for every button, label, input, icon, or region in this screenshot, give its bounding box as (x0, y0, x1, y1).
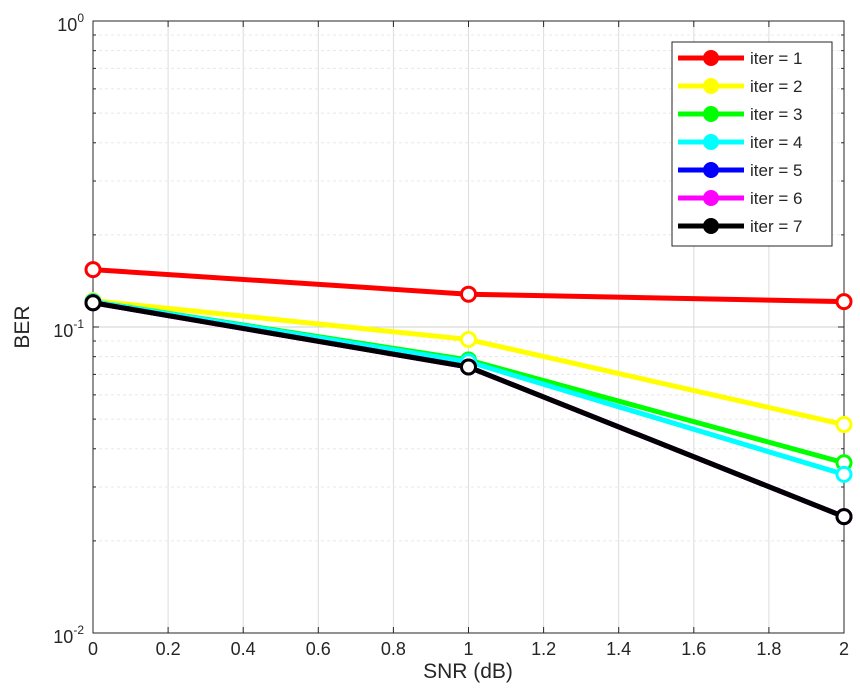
legend-item: iter = 5 (678, 161, 802, 180)
legend-item: iter = 3 (678, 105, 802, 124)
series-1 (84, 261, 853, 311)
x-tick-label: 1.8 (756, 639, 781, 659)
legend-swatch-marker (703, 190, 719, 206)
legend-label: iter = 3 (750, 105, 802, 124)
data-point (84, 294, 102, 312)
x-tick-label: 0 (88, 639, 98, 659)
legend-swatch-marker (703, 134, 719, 150)
x-tick-label: 0.8 (381, 639, 406, 659)
legend-label: iter = 7 (750, 217, 802, 236)
data-point (460, 358, 477, 376)
x-tick-label: 1.4 (606, 639, 631, 659)
series-lines (84, 261, 853, 526)
legend-item: iter = 4 (678, 133, 802, 152)
legend-item: iter = 1 (678, 49, 802, 68)
y-tick-base: 10 (53, 321, 73, 341)
legend-swatch-marker (703, 78, 719, 94)
x-tick-label: 2 (839, 639, 849, 659)
y-tick-label: 100 (57, 11, 84, 35)
y-tick-base: 10 (57, 15, 77, 35)
data-point (835, 293, 853, 311)
x-tick-label: 0.6 (306, 639, 331, 659)
x-tick-label: 1.6 (681, 639, 706, 659)
series-7 (84, 294, 853, 526)
legend-swatch-marker (703, 106, 719, 122)
x-axis-label: SNR (dB) (423, 660, 513, 683)
legend: iter = 1 iter = 2 iter = 3 iter = 4 iter = 5… (671, 41, 833, 247)
legend-label: iter = 5 (750, 161, 802, 180)
data-point (460, 285, 477, 303)
y-tick-exponent: 0 (77, 11, 84, 25)
y-tick-label: 10-1 (53, 317, 84, 341)
legend-swatch-marker (703, 162, 719, 178)
y-tick-base: 10 (53, 627, 73, 647)
legend-item: iter = 6 (678, 189, 802, 208)
legend-item: iter = 2 (678, 77, 802, 96)
data-point (835, 465, 853, 483)
legend-swatch-marker (703, 50, 719, 66)
x-tick-label: 1.2 (531, 639, 556, 659)
y-tick-exponent: -2 (73, 623, 84, 637)
data-point (84, 261, 102, 279)
y-tick-exponent: -1 (73, 317, 84, 331)
legend-swatch-marker (703, 218, 719, 234)
legend-label: iter = 1 (750, 49, 802, 68)
y-axis-label: BER (11, 305, 34, 348)
data-point (460, 331, 477, 349)
data-point (835, 508, 853, 526)
x-tick-label: 0.4 (231, 639, 256, 659)
legend-label: iter = 2 (750, 77, 802, 96)
legend-item: iter = 7 (678, 217, 802, 236)
legend-label: iter = 4 (750, 133, 802, 152)
data-point (835, 416, 853, 434)
legend-label: iter = 6 (750, 189, 802, 208)
x-tick-label: 0.2 (156, 639, 181, 659)
y-tick-label: 10-2 (53, 623, 84, 647)
x-tick-label: 1 (463, 639, 473, 659)
